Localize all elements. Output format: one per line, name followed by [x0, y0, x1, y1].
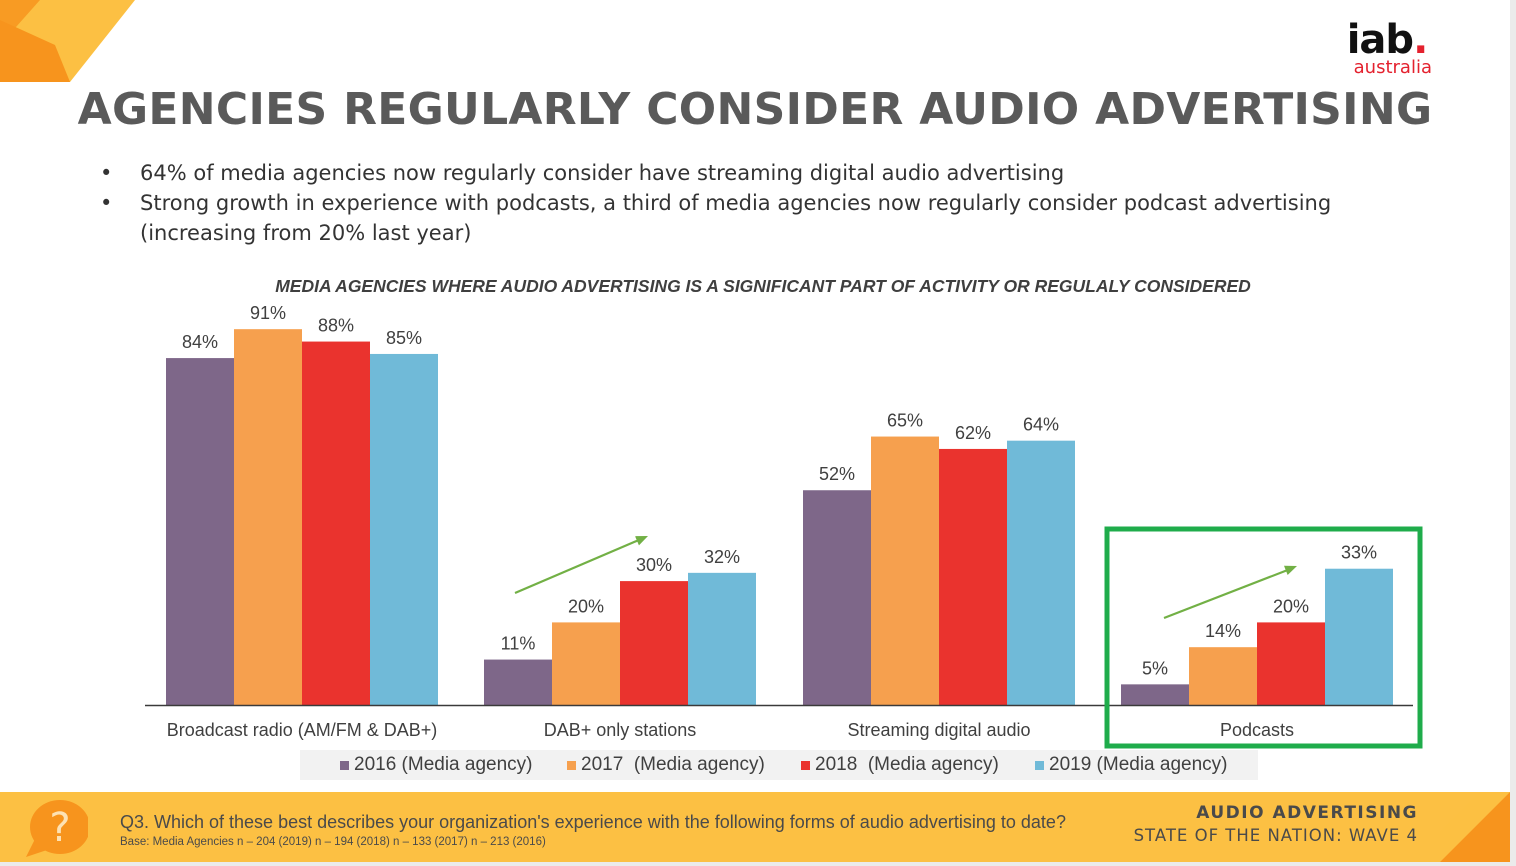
bar: [939, 448, 1007, 705]
bar: [871, 436, 939, 705]
bar: [484, 659, 552, 705]
legend-label: 2016 (Media agency): [354, 754, 533, 775]
trend-arrow-head: [635, 536, 648, 546]
data-label: 30%: [636, 555, 672, 575]
bar: [620, 581, 688, 705]
footer-brand-subtitle: STATE OF THE NATION: WAVE 4: [1133, 826, 1418, 845]
bar: [552, 622, 620, 705]
corner-decoration: [0, 0, 135, 82]
bar: [1007, 440, 1075, 705]
data-label: 20%: [1273, 596, 1309, 616]
legend-item: 2018 (Media agency): [801, 754, 999, 776]
data-label: 32%: [704, 547, 740, 567]
bar: [234, 329, 302, 705]
data-label: 64%: [1023, 415, 1059, 435]
bar: [1257, 622, 1325, 705]
data-label: 20%: [568, 596, 604, 616]
category-label: Broadcast radio (AM/FM & DAB+): [167, 720, 438, 740]
iab-australia-logo: iab. australia: [1346, 17, 1432, 78]
category-label: DAB+ only stations: [544, 720, 697, 740]
legend-item: 2017 (Media agency): [567, 754, 765, 776]
legend-swatch: [1035, 760, 1044, 770]
bar: [1189, 647, 1257, 705]
svg-text:?: ?: [49, 805, 70, 851]
data-label: 84%: [182, 332, 218, 352]
bar: [803, 490, 871, 705]
base-note: Base: Media Agencies n – 204 (2019) n – …: [120, 836, 546, 848]
data-label: 62%: [955, 423, 991, 443]
footer-brand-title: AUDIO ADVERTISING: [1196, 803, 1418, 823]
question-mark-bubble-icon: ?: [26, 800, 88, 857]
legend-swatch: [801, 760, 810, 770]
footer-bar: [0, 792, 1510, 862]
bar-chart: 84% 91% 88% 85% Broadcast radio (AM/FM & DAB…: [145, 303, 1423, 749]
legend-label: 2019 (Media agency): [1049, 754, 1228, 775]
legend-swatch: [567, 760, 576, 770]
data-label: 14%: [1205, 621, 1241, 641]
legend-label: 2018 (Media agency): [815, 754, 999, 775]
podcasts-highlight-box: [1104, 526, 1423, 749]
bullet-item: 64% of media agencies now regularly cons…: [100, 158, 1400, 188]
corner-decoration: [1440, 792, 1510, 862]
data-label: 91%: [250, 303, 286, 323]
chart-title: MEDIA AGENCIES WHERE AUDIO ADVERTISING I…: [275, 276, 1251, 296]
bar: [688, 572, 756, 705]
bar: [302, 341, 370, 705]
bar: [166, 358, 234, 705]
trend-arrow: [514, 538, 641, 595]
bar: [1325, 568, 1393, 705]
chart-legend: 2016 (Media agency) 2017 (Media agency) 20…: [300, 750, 1258, 780]
bullet-list: 64% of media agencies now regularly cons…: [100, 158, 1400, 248]
page-title: AGENCIES REGULARLY CONSIDER AUDIO ADVERT…: [77, 84, 1433, 135]
data-label: 88%: [318, 316, 354, 336]
bullet-item: Strong growth in experience with podcast…: [100, 188, 1400, 248]
data-label: 5%: [1142, 658, 1168, 678]
data-label: 33%: [1341, 543, 1377, 563]
survey-question: Q3. Which of these best describes your o…: [120, 812, 1066, 832]
data-label: 52%: [819, 464, 855, 484]
trend-arrow: [1163, 568, 1290, 620]
category-label: Streaming digital audio: [847, 720, 1030, 740]
legend-item: 2016 (Media agency): [340, 754, 533, 776]
legend-label: 2017 (Media agency): [581, 754, 765, 775]
data-label: 11%: [501, 634, 536, 654]
bar: [370, 353, 438, 705]
bar: [1121, 684, 1189, 705]
data-label: 65%: [887, 411, 923, 431]
legend-swatch: [340, 760, 349, 770]
trend-arrow-head: [1284, 565, 1297, 576]
data-label: 85%: [386, 328, 422, 348]
category-label: Podcasts: [1220, 720, 1294, 740]
legend-item: 2019 (Media agency): [1035, 754, 1228, 776]
